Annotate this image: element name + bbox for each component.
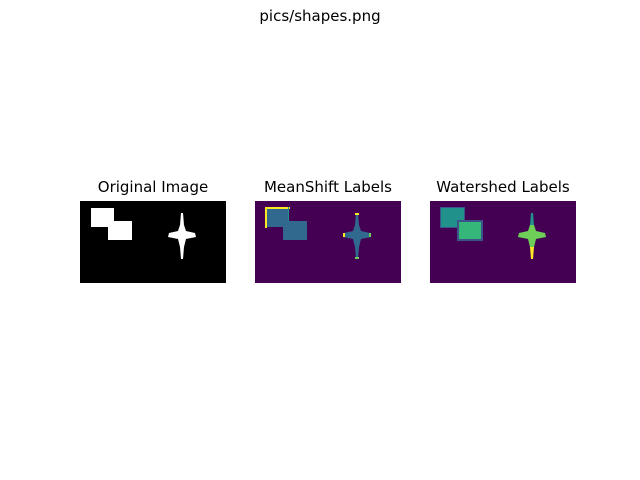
cross-edge-left xyxy=(343,233,345,237)
cross-edge-right xyxy=(369,233,371,237)
cross-label-bottom xyxy=(530,247,534,259)
meanshift-labels-image xyxy=(255,201,401,283)
watershed-labels-panel xyxy=(430,201,576,283)
edge-label-right xyxy=(288,207,289,221)
meanshift-labels-panel xyxy=(255,201,401,283)
cross-label xyxy=(343,213,371,259)
square-label-lower xyxy=(459,222,481,239)
panel-title-meanshift: MeanShift Labels xyxy=(263,178,392,196)
original-image xyxy=(80,201,226,283)
edge-label-top xyxy=(265,207,290,209)
edge-label-left xyxy=(265,207,267,228)
cross-label-middle xyxy=(518,225,546,247)
watershed-labels-image xyxy=(430,201,576,283)
square-label-lower xyxy=(283,221,307,240)
original-image-panel xyxy=(80,201,226,283)
panel-title-watershed: Watershed Labels xyxy=(436,178,570,196)
figure-title: pics/shapes.png xyxy=(259,7,381,25)
cross-shape xyxy=(168,213,196,259)
cross-label-top xyxy=(530,213,534,227)
square-shape-lower xyxy=(108,221,132,240)
cross-edge-bottom xyxy=(355,257,359,259)
panel-title-original: Original Image xyxy=(97,178,209,196)
cross-edge-top xyxy=(355,213,359,215)
